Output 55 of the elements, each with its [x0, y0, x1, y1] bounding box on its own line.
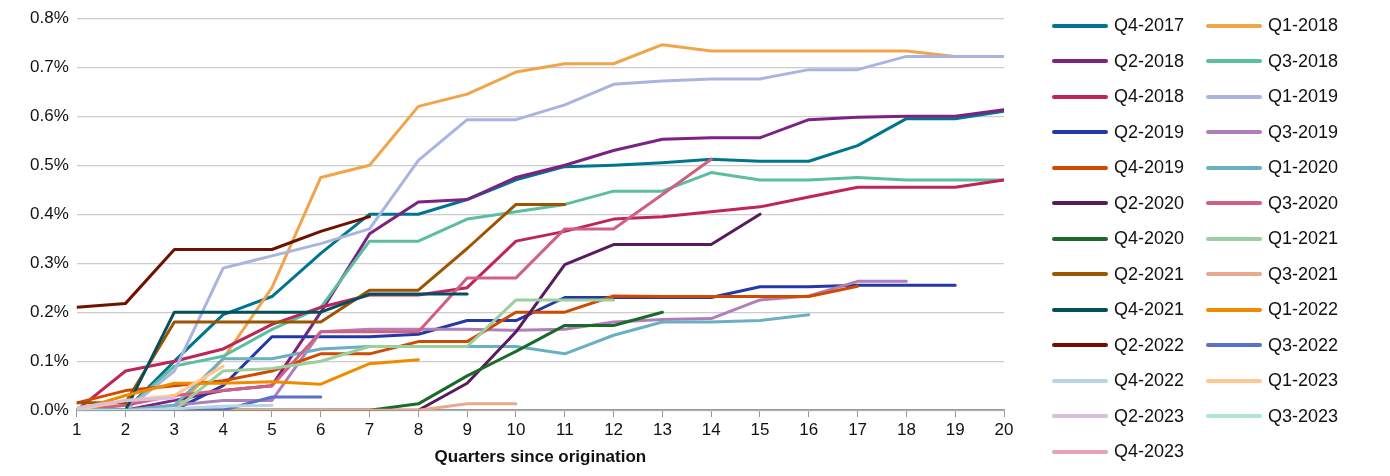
legend-label: Q2-2023: [1114, 405, 1185, 427]
legend-label: Q3-2023: [1268, 405, 1339, 427]
legend-label: Q2-2018: [1114, 50, 1185, 72]
legend-label: Q1-2022: [1268, 299, 1339, 321]
legend-label: Q3-2020: [1268, 192, 1339, 214]
legend-label: Q3-2018: [1268, 50, 1339, 72]
y-tick-label: 0.3%: [30, 252, 69, 272]
legend-label: Q4-2021: [1114, 299, 1185, 321]
x-tick-label: 9: [462, 420, 472, 440]
legend-label: Q2-2019: [1114, 121, 1185, 143]
x-tick-label: 6: [316, 420, 326, 440]
x-axis-title: Quarters since origination: [434, 447, 647, 467]
x-tick-label: 17: [848, 420, 868, 440]
x-tick-label: 7: [364, 420, 375, 440]
y-tick-label: 0.2%: [30, 301, 69, 321]
x-tick-label: 12: [604, 420, 624, 440]
x-tick-label: 16: [799, 420, 819, 440]
y-tick-label: 0.0%: [30, 399, 69, 419]
legend-label: Q4-2017: [1114, 15, 1185, 37]
legend-label: Q3-2019: [1268, 121, 1339, 143]
legend-label: Q3-2022: [1268, 334, 1339, 356]
x-tick-label: 3: [169, 420, 180, 440]
legend-label: Q2-2022: [1114, 334, 1185, 356]
x-tick-label: 11: [555, 420, 574, 440]
x-tick-label: 4: [218, 420, 228, 440]
x-tick-label: 8: [413, 420, 424, 440]
legend-label: Q4-2019: [1114, 157, 1185, 179]
legend-label: Q4-2018: [1114, 86, 1185, 108]
x-tick-label: 13: [652, 420, 672, 440]
legend-label: Q2-2020: [1114, 192, 1185, 214]
x-tick-label: 18: [896, 420, 916, 440]
x-tick-label: 14: [701, 420, 721, 440]
x-tick-label: 10: [506, 420, 526, 440]
x-tick-label: 15: [750, 420, 770, 440]
legend-label: Q1-2021: [1268, 228, 1339, 250]
legend-label: Q1-2023: [1268, 370, 1339, 392]
legend-label: Q1-2019: [1268, 86, 1339, 108]
y-tick-label: 0.5%: [30, 154, 69, 174]
x-tick-label: 19: [945, 420, 965, 440]
y-tick-label: 0.7%: [30, 56, 69, 76]
y-tick-label: 0.4%: [30, 203, 69, 223]
y-tick-label: 0.1%: [30, 350, 69, 370]
legend-label: Q1-2018: [1268, 15, 1339, 37]
y-tick-label: 0.8%: [30, 7, 69, 27]
y-tick-label: 0.6%: [30, 105, 69, 125]
legend-label: Q1-2020: [1268, 157, 1339, 179]
legend-label: Q4-2020: [1114, 228, 1185, 250]
legend-label: Q4-2022: [1114, 370, 1185, 392]
x-tick-label: 20: [994, 420, 1014, 440]
legend-label: Q3-2021: [1268, 263, 1339, 285]
x-tick-label: 5: [267, 420, 277, 440]
legend-label: Q4-2023: [1114, 441, 1185, 463]
legend-label: Q2-2021: [1114, 263, 1185, 285]
x-tick-label: 2: [120, 420, 131, 440]
x-tick-label: 1: [72, 420, 82, 440]
